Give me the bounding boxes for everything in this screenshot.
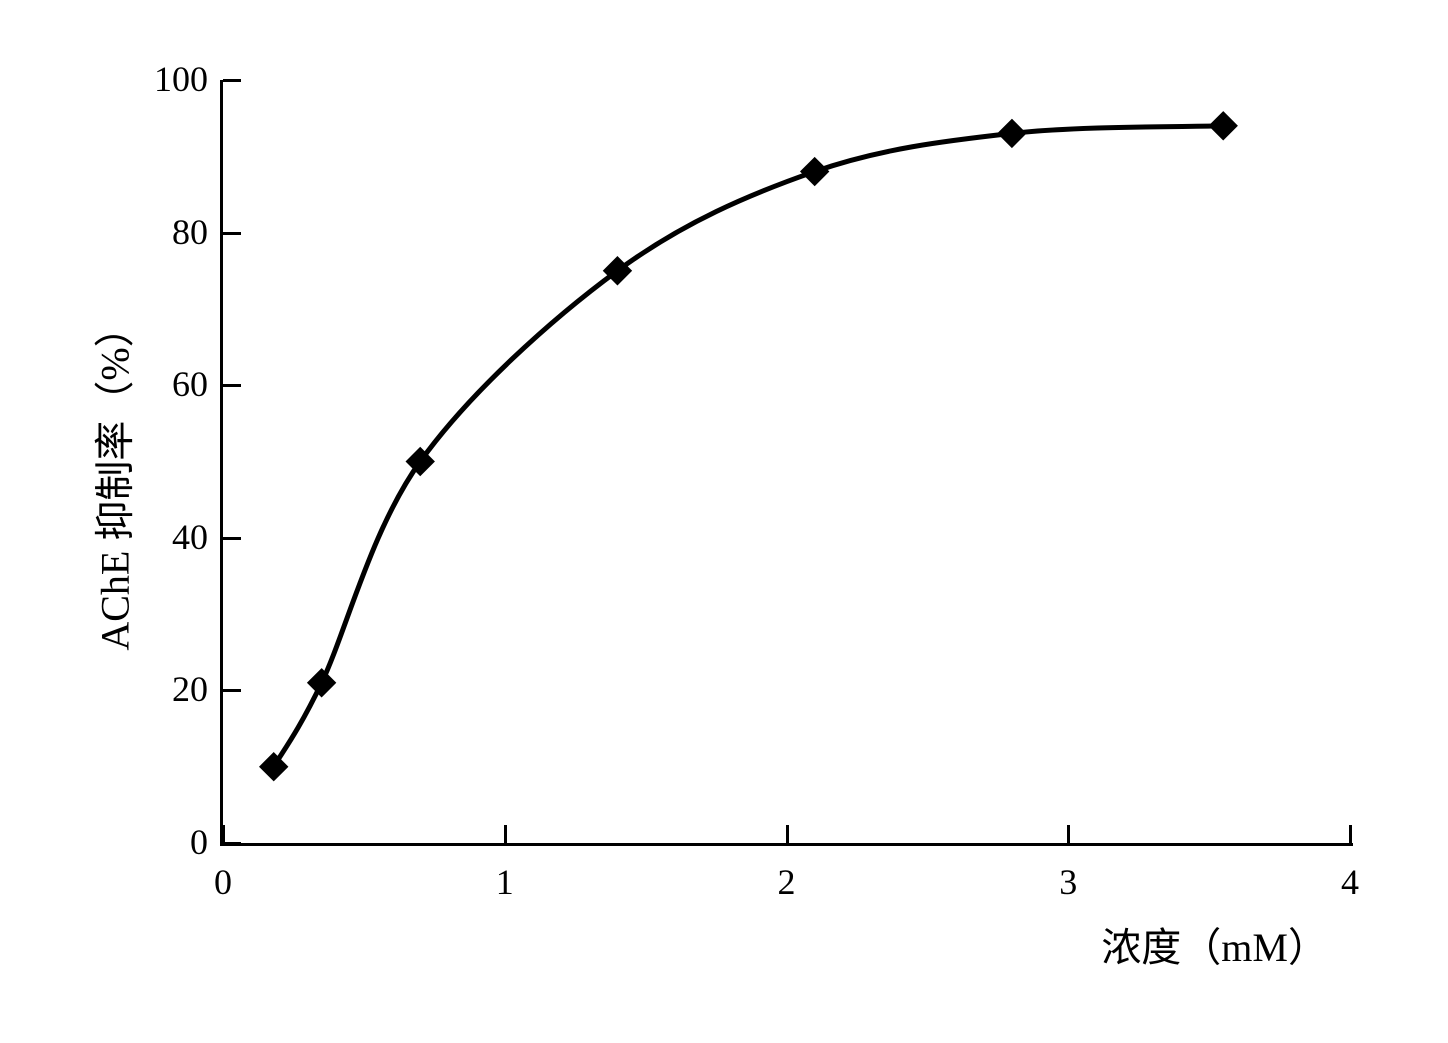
data-marker [801,158,829,186]
x-tick-label: 3 [1038,861,1098,903]
y-tick-label: 0 [108,821,208,863]
x-tick [504,825,507,843]
x-tick-label: 0 [193,861,253,903]
x-axis-label: 浓度（mM） [1101,915,1328,973]
x-tick-label: 4 [1320,861,1380,903]
data-marker [603,257,631,285]
y-axis [220,80,223,846]
x-tick-label: 2 [757,861,817,903]
y-tick-label: 100 [108,58,208,100]
data-marker [998,119,1026,147]
x-axis [220,843,1353,846]
y-tick [223,842,241,845]
x-tick [1349,825,1352,843]
y-tick [223,79,241,82]
data-marker [308,669,336,697]
y-tick-label: 80 [108,211,208,253]
x-tick [1067,825,1070,843]
data-line [274,126,1223,767]
chart-data-layer [40,40,1408,1003]
y-tick [223,232,241,235]
data-marker [260,753,288,781]
x-tick [786,825,789,843]
data-marker [1209,112,1237,140]
y-tick-label: 20 [108,668,208,710]
x-tick-label: 1 [475,861,535,903]
x-tick [222,825,225,843]
y-tick [223,537,241,540]
chart-container: 02040608010001234 AChE 抑制率（%） 浓度（mM） [40,40,1408,1003]
data-marker [406,448,434,476]
y-tick [223,689,241,692]
y-tick [223,384,241,387]
y-axis-label: AChE 抑制率（%） [83,307,141,650]
